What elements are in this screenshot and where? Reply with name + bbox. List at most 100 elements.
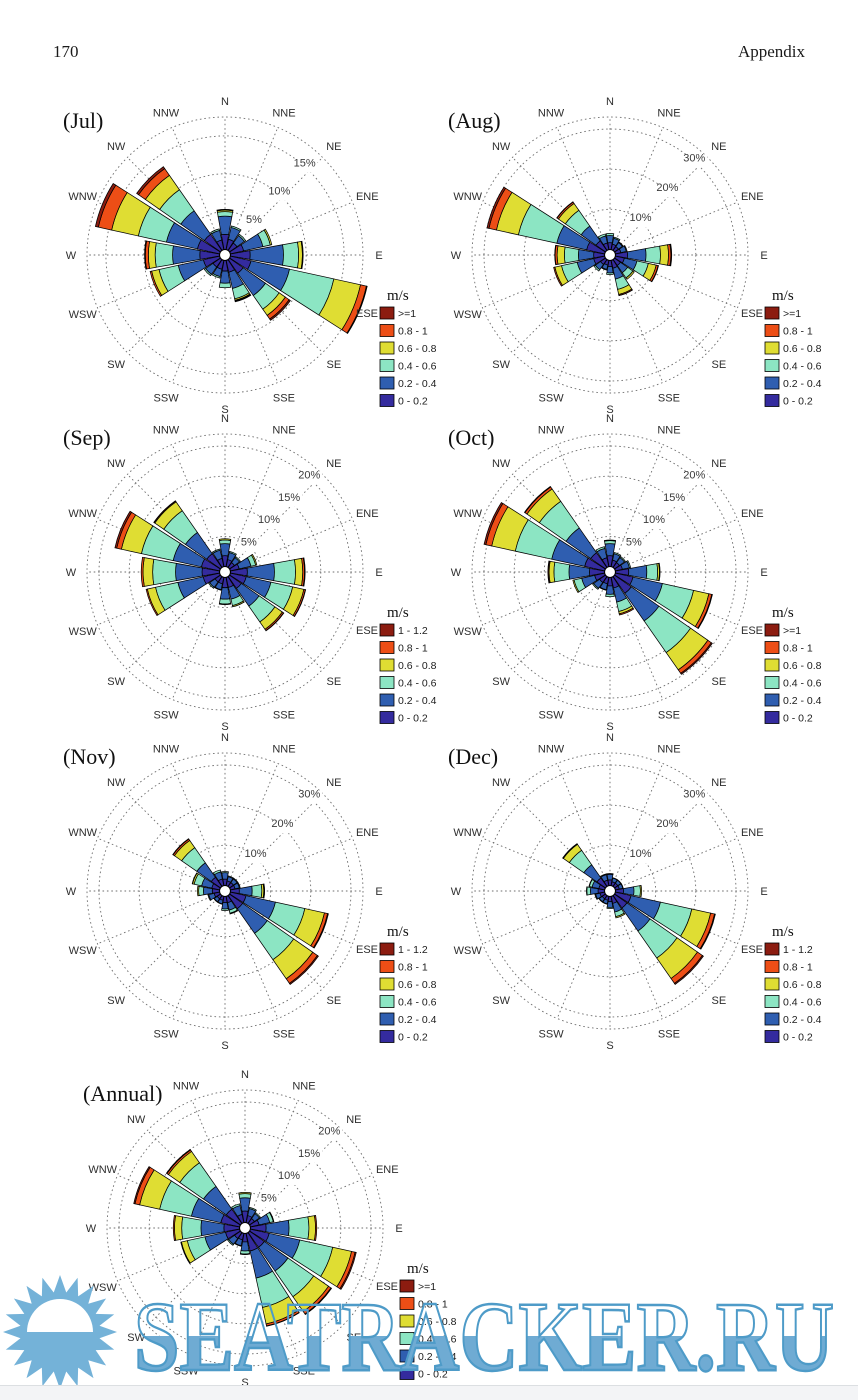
direction-label-ENE: ENE [741,191,764,203]
grid-radial [512,576,606,670]
ring-label: 5% [626,537,642,549]
legend-units: m/s [772,288,794,304]
legend-swatch [379,324,395,337]
ring-label: 15% [278,492,300,504]
wind-petal-NE-bin2 [616,879,622,885]
legend-label: 0.6 - 0.8 [398,343,437,355]
direction-label-NNW: NNW [153,108,180,120]
legend-swatch [379,693,395,707]
wind-petal-S-bin2 [606,272,614,275]
legend-swatch [764,711,780,724]
grid-ring [471,433,749,711]
direction-label-SW: SW [107,359,125,371]
wind-petal-ESE-bin5 [313,913,329,949]
direction-label-NNE: NNE [272,425,295,437]
ring-label: 10% [278,1170,300,1182]
legend-label: 0.4 - 0.6 [783,997,822,1009]
grid-radial [127,895,221,989]
wind-petal-E-bin5 [669,243,673,267]
direction-label-N: N [221,732,229,744]
ring-label: 15% [663,492,685,504]
wind-petal-N-bin1 [219,543,231,557]
legend-swatch [764,324,780,337]
direction-label-NNE: NNE [272,108,295,120]
wind-petal-E-bin2 [633,885,641,897]
direction-label-W: W [66,886,77,898]
ring-label: 10% [258,514,280,526]
wind-petal-SW-bin2 [203,268,212,277]
legend-swatch [764,676,780,689]
ring-label: 20% [683,469,705,481]
wind-petal-SW-bin2 [593,264,601,272]
wind-petal-S-bin1 [605,585,615,595]
ring-label: 20% [298,469,320,481]
legend-swatch [764,641,780,654]
wind-petal-SSW-bin2 [217,901,223,905]
wind-petal-E-bin4 [300,240,304,270]
direction-label-E: E [375,250,382,262]
direction-label-SW: SW [127,1332,145,1344]
direction-label-NNE: NNE [657,425,680,437]
legend-label: 0.4 - 0.6 [398,678,437,690]
legend-swatch [399,1314,415,1328]
ring-label-bg [296,1149,323,1163]
legend-units: m/s [407,1261,429,1277]
direction-label-ESE: ESE [741,308,763,320]
ring-label-bg [242,850,269,864]
grid-ring [543,505,677,639]
ring-label: 20% [318,1125,340,1137]
direction-label-SSW: SSW [154,392,180,404]
wind-petal-W-bin3 [197,885,200,897]
wind-petal-SSW-bin2 [211,273,221,279]
direction-label-S: S [606,404,613,416]
direction-label-S: S [606,1040,613,1052]
wind-petal-WSW-bin2 [594,893,599,900]
wind-petal-N-bin3 [603,539,617,542]
grid-radial [615,837,738,889]
wind-petal-ENE-bin3 [268,1211,275,1223]
ring-label: 5% [241,537,257,549]
legend-label: 1 - 1.2 [783,944,813,956]
wind-petal-S-bin1 [240,1241,250,1252]
legend-label: >=1 [783,625,801,637]
legend-label: 0.2 - 0.4 [398,695,437,707]
wind-petal-N-bin3 [218,538,232,541]
wind-petal-NE-bin2 [619,556,626,563]
direction-label-SE: SE [327,676,342,688]
legend-label: 0.4 - 0.6 [783,361,822,373]
legend-swatch [379,641,395,654]
wind-petal-SSW-bin2 [234,1242,242,1247]
direction-label-NNE: NNE [657,744,680,756]
direction-label-WNW: WNW [68,827,97,839]
wind-petal-WNW-bin5 [133,1166,151,1205]
direction-label-W: W [451,886,462,898]
wind-petal-W-bin3 [548,560,556,584]
direction-label-S: S [221,1040,228,1052]
wind-petal-NNW-bin2 [210,228,221,235]
legend-label: 0 - 0.2 [398,396,428,408]
rose-center-hole [603,248,617,262]
ring-label-bg [316,1127,343,1141]
direction-label-WNW: WNW [68,508,97,520]
wind-petal-W-bin2 [563,246,580,264]
wind-petal-E-bin2 [251,884,263,898]
watermark-text: SEATRACKER.RU [134,1281,834,1392]
legend-label: 0.6 - 0.8 [783,660,822,672]
direction-label-N: N [221,96,229,108]
wind-petal-NW-bin5 [165,1148,192,1175]
wind-petal-NNE-bin2 [248,1206,257,1212]
legend-swatch [764,658,780,672]
legend-label: 0.2 - 0.4 [783,378,822,390]
legend-swatch [764,960,780,973]
wind-petal-E-bin4 [314,1214,318,1242]
legend-swatch [379,1012,395,1026]
direction-label-NW: NW [107,458,126,470]
legend-swatch [764,306,780,320]
legend-units: m/s [772,924,794,940]
wind-petal-E-bin3 [307,1215,316,1241]
ring-label-bg [296,471,323,485]
direction-label-WSW: WSW [454,945,483,957]
direction-label-E: E [395,1223,402,1235]
direction-label-ESE: ESE [376,1281,398,1293]
